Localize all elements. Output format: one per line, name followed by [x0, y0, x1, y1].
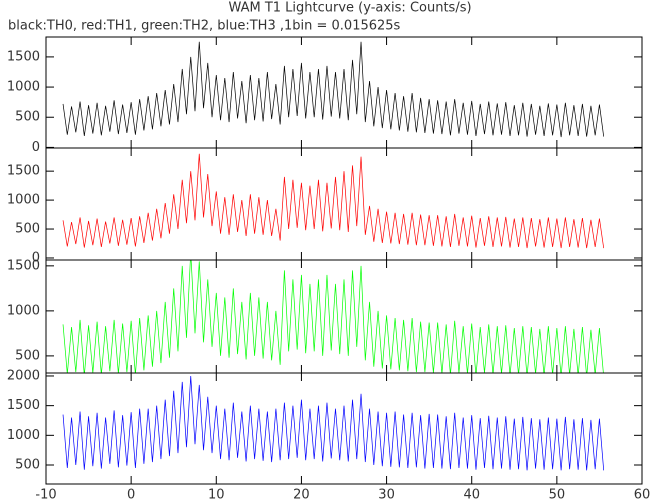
panel-frame: [45, 372, 643, 485]
y-tick-label: 1000: [7, 428, 40, 443]
y-tick-label: 1500: [7, 49, 40, 64]
x-tick-label: 0: [127, 488, 135, 503]
y-tick-label: 0: [32, 250, 40, 265]
y-tick-label: 500: [15, 348, 40, 363]
y-tick-label: 1500: [7, 258, 40, 273]
x-tick-label: 10: [208, 488, 225, 503]
panel-frame: [45, 36, 643, 149]
series-line: [62, 153, 605, 249]
y-tick-label: 500: [15, 222, 40, 237]
y-tick-label: 500: [15, 110, 40, 125]
panel-frame: [45, 259, 643, 374]
x-tick-label: 20: [293, 488, 310, 503]
y-tick-label: 1000: [7, 193, 40, 208]
y-tick-label: 2000: [7, 368, 40, 383]
panel-frame: [45, 147, 643, 261]
y-tick-label: 0: [32, 140, 40, 155]
series-line: [62, 375, 605, 471]
x-tick-label: 40: [463, 488, 480, 503]
series-line: [62, 260, 604, 373]
chart-subtitle: black:TH0, red:TH1, green:TH2, blue:TH3 …: [8, 19, 401, 34]
series-line: [62, 41, 605, 138]
y-tick-label: 1500: [7, 398, 40, 413]
chart-title: WAM T1 Lightcurve (y-axis: Counts/s): [228, 1, 471, 16]
x-tick-label: -10: [35, 488, 56, 503]
x-tick-label: 60: [634, 488, 651, 503]
y-tick-label: 500: [15, 458, 40, 473]
y-tick-label: 1500: [7, 164, 40, 179]
y-tick-label: 1000: [7, 80, 40, 95]
x-tick-label: 30: [378, 488, 395, 503]
x-tick-label: 50: [549, 488, 566, 503]
y-tick-label: 1000: [7, 303, 40, 318]
